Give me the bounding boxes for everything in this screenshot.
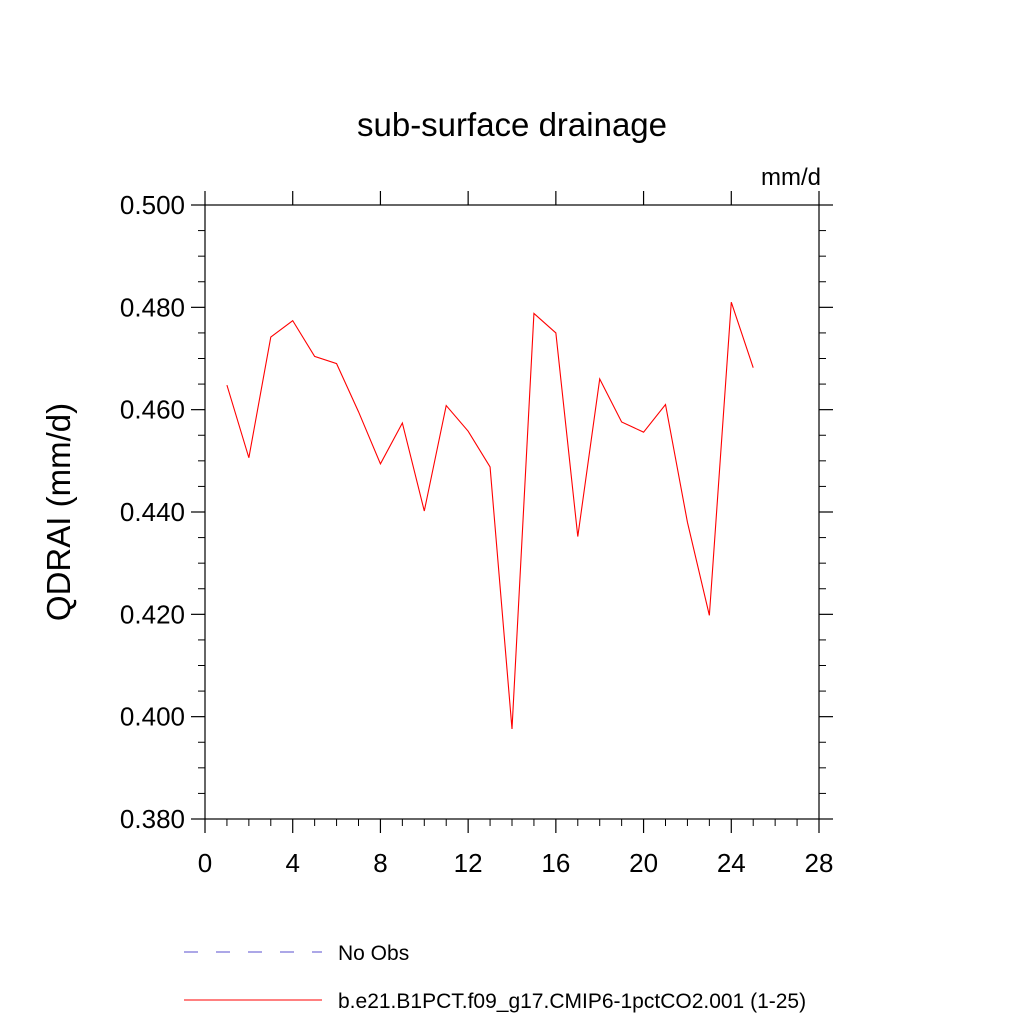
x-tick-label: 20: [629, 848, 658, 878]
legend-label-model: b.e21.B1PCT.f09_g17.CMIP6-1pctCO2.001 (1…: [338, 990, 806, 1013]
chart-title: sub-surface drainage: [357, 106, 667, 143]
x-tick-label: 8: [373, 848, 387, 878]
legend-label-no-obs: No Obs: [338, 942, 409, 965]
x-tick-label: 28: [805, 848, 834, 878]
series-group: [226, 302, 754, 729]
x-tick-label: 24: [717, 848, 746, 878]
series-line-0: [226, 302, 754, 729]
x-tick-label: 12: [454, 848, 483, 878]
x-tick-label: 0: [198, 848, 212, 878]
y-tick-label: 0.440: [120, 497, 185, 527]
y-tick-label: 0.480: [120, 292, 185, 322]
y-tick-label: 0.380: [120, 804, 185, 834]
axis-ticks: [191, 191, 833, 833]
x-tick-labels: 0 4 8 12 16 20 24 28: [198, 848, 834, 878]
units-label: mm/d: [761, 164, 821, 191]
y-tick-label: 0.460: [120, 395, 185, 425]
x-tick-label: 4: [285, 848, 299, 878]
y-tick-label: 0.400: [120, 702, 185, 732]
x-tick-label: 16: [541, 848, 570, 878]
legend: No Obs b.e21.B1PCT.f09_g17.CMIP6-1pctCO2…: [184, 942, 806, 1013]
y-axis-label: QDRAI (mm/d): [40, 403, 77, 621]
y-tick-label: 0.500: [120, 190, 185, 220]
y-tick-label: 0.420: [120, 599, 185, 629]
y-tick-labels: 0.380 0.400 0.420 0.440 0.460 0.480 0.500: [120, 190, 185, 834]
